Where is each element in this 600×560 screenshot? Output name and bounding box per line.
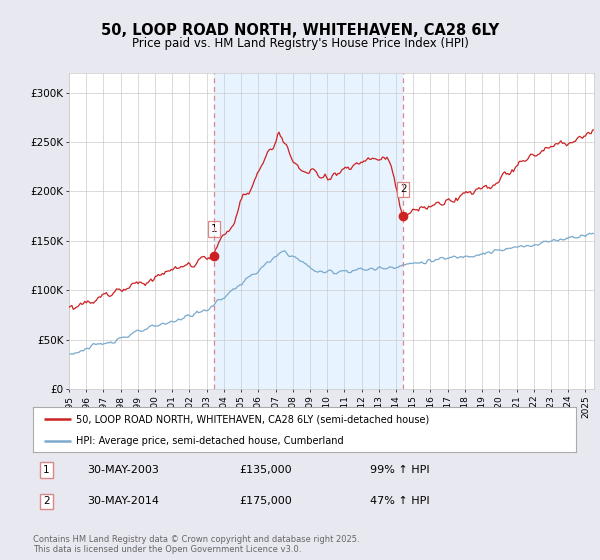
Text: Contains HM Land Registry data © Crown copyright and database right 2025.
This d: Contains HM Land Registry data © Crown c…	[33, 535, 359, 554]
Text: £135,000: £135,000	[239, 465, 292, 475]
Text: Price paid vs. HM Land Registry's House Price Index (HPI): Price paid vs. HM Land Registry's House …	[131, 37, 469, 50]
Text: 2: 2	[400, 184, 406, 194]
Text: 30-MAY-2003: 30-MAY-2003	[88, 465, 159, 475]
Text: £175,000: £175,000	[239, 496, 292, 506]
Text: 2: 2	[43, 496, 50, 506]
Text: 1: 1	[211, 224, 217, 234]
Text: 30-MAY-2014: 30-MAY-2014	[88, 496, 160, 506]
Text: HPI: Average price, semi-detached house, Cumberland: HPI: Average price, semi-detached house,…	[76, 436, 344, 446]
Text: 50, LOOP ROAD NORTH, WHITEHAVEN, CA28 6LY: 50, LOOP ROAD NORTH, WHITEHAVEN, CA28 6L…	[101, 24, 499, 38]
Text: 1: 1	[43, 465, 50, 475]
Bar	[214, 73, 403, 389]
Text: 50, LOOP ROAD NORTH, WHITEHAVEN, CA28 6LY (semi-detached house): 50, LOOP ROAD NORTH, WHITEHAVEN, CA28 6L…	[76, 414, 430, 424]
Text: 99% ↑ HPI: 99% ↑ HPI	[370, 465, 429, 475]
Text: 47% ↑ HPI: 47% ↑ HPI	[370, 496, 429, 506]
